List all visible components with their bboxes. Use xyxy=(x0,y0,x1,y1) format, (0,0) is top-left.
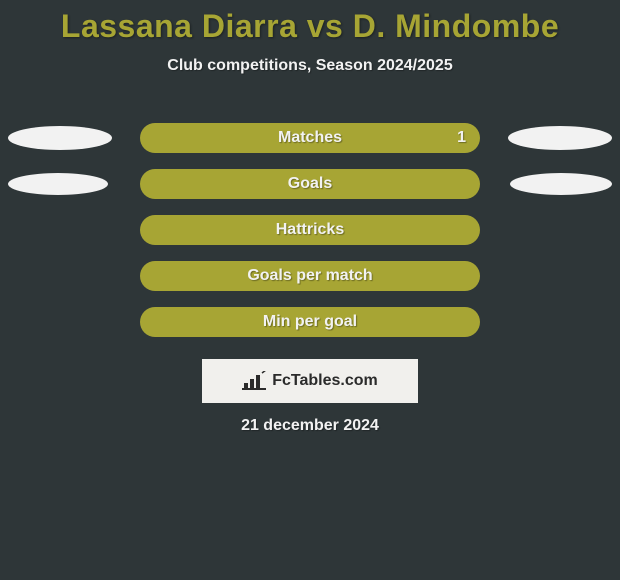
stat-label: Goals xyxy=(288,175,332,193)
right-ellipse xyxy=(510,173,612,195)
stat-bar: Min per goal xyxy=(140,307,480,337)
stat-value-right: 1 xyxy=(457,129,466,147)
page-title: Lassana Diarra vs D. Mindombe xyxy=(0,0,620,45)
date-value: 21 december 2024 xyxy=(241,417,379,434)
date-text: 21 december 2024 xyxy=(0,417,620,435)
logo-text: FcTables.com xyxy=(272,372,378,390)
stat-bar: Hattricks xyxy=(140,215,480,245)
stat-row: Matches 1 xyxy=(0,115,620,161)
logo-box: FcTables.com xyxy=(202,359,418,403)
left-ellipse xyxy=(8,173,108,195)
stat-label: Min per goal xyxy=(263,313,357,331)
page-subtitle: Club competitions, Season 2024/2025 xyxy=(0,57,620,75)
stat-label: Matches xyxy=(278,129,342,147)
title-text: Lassana Diarra vs D. Mindombe xyxy=(61,8,559,44)
stat-bar: Goals per match xyxy=(140,261,480,291)
stat-bar: Matches 1 xyxy=(140,123,480,153)
stat-row: Hattricks xyxy=(0,207,620,253)
left-ellipse xyxy=(8,126,112,150)
stat-row: Goals xyxy=(0,161,620,207)
barchart-icon xyxy=(242,371,266,391)
stat-row: Min per goal xyxy=(0,299,620,345)
subtitle-text: Club competitions, Season 2024/2025 xyxy=(167,57,452,74)
stat-label: Goals per match xyxy=(247,267,372,285)
right-ellipse xyxy=(508,126,612,150)
comparison-infographic: Lassana Diarra vs D. Mindombe Club compe… xyxy=(0,0,620,580)
chart-area: Matches 1 Goals Hattricks Goals per match Min… xyxy=(0,115,620,345)
stat-bar: Goals xyxy=(140,169,480,199)
stat-label: Hattricks xyxy=(276,221,344,239)
stat-row: Goals per match xyxy=(0,253,620,299)
